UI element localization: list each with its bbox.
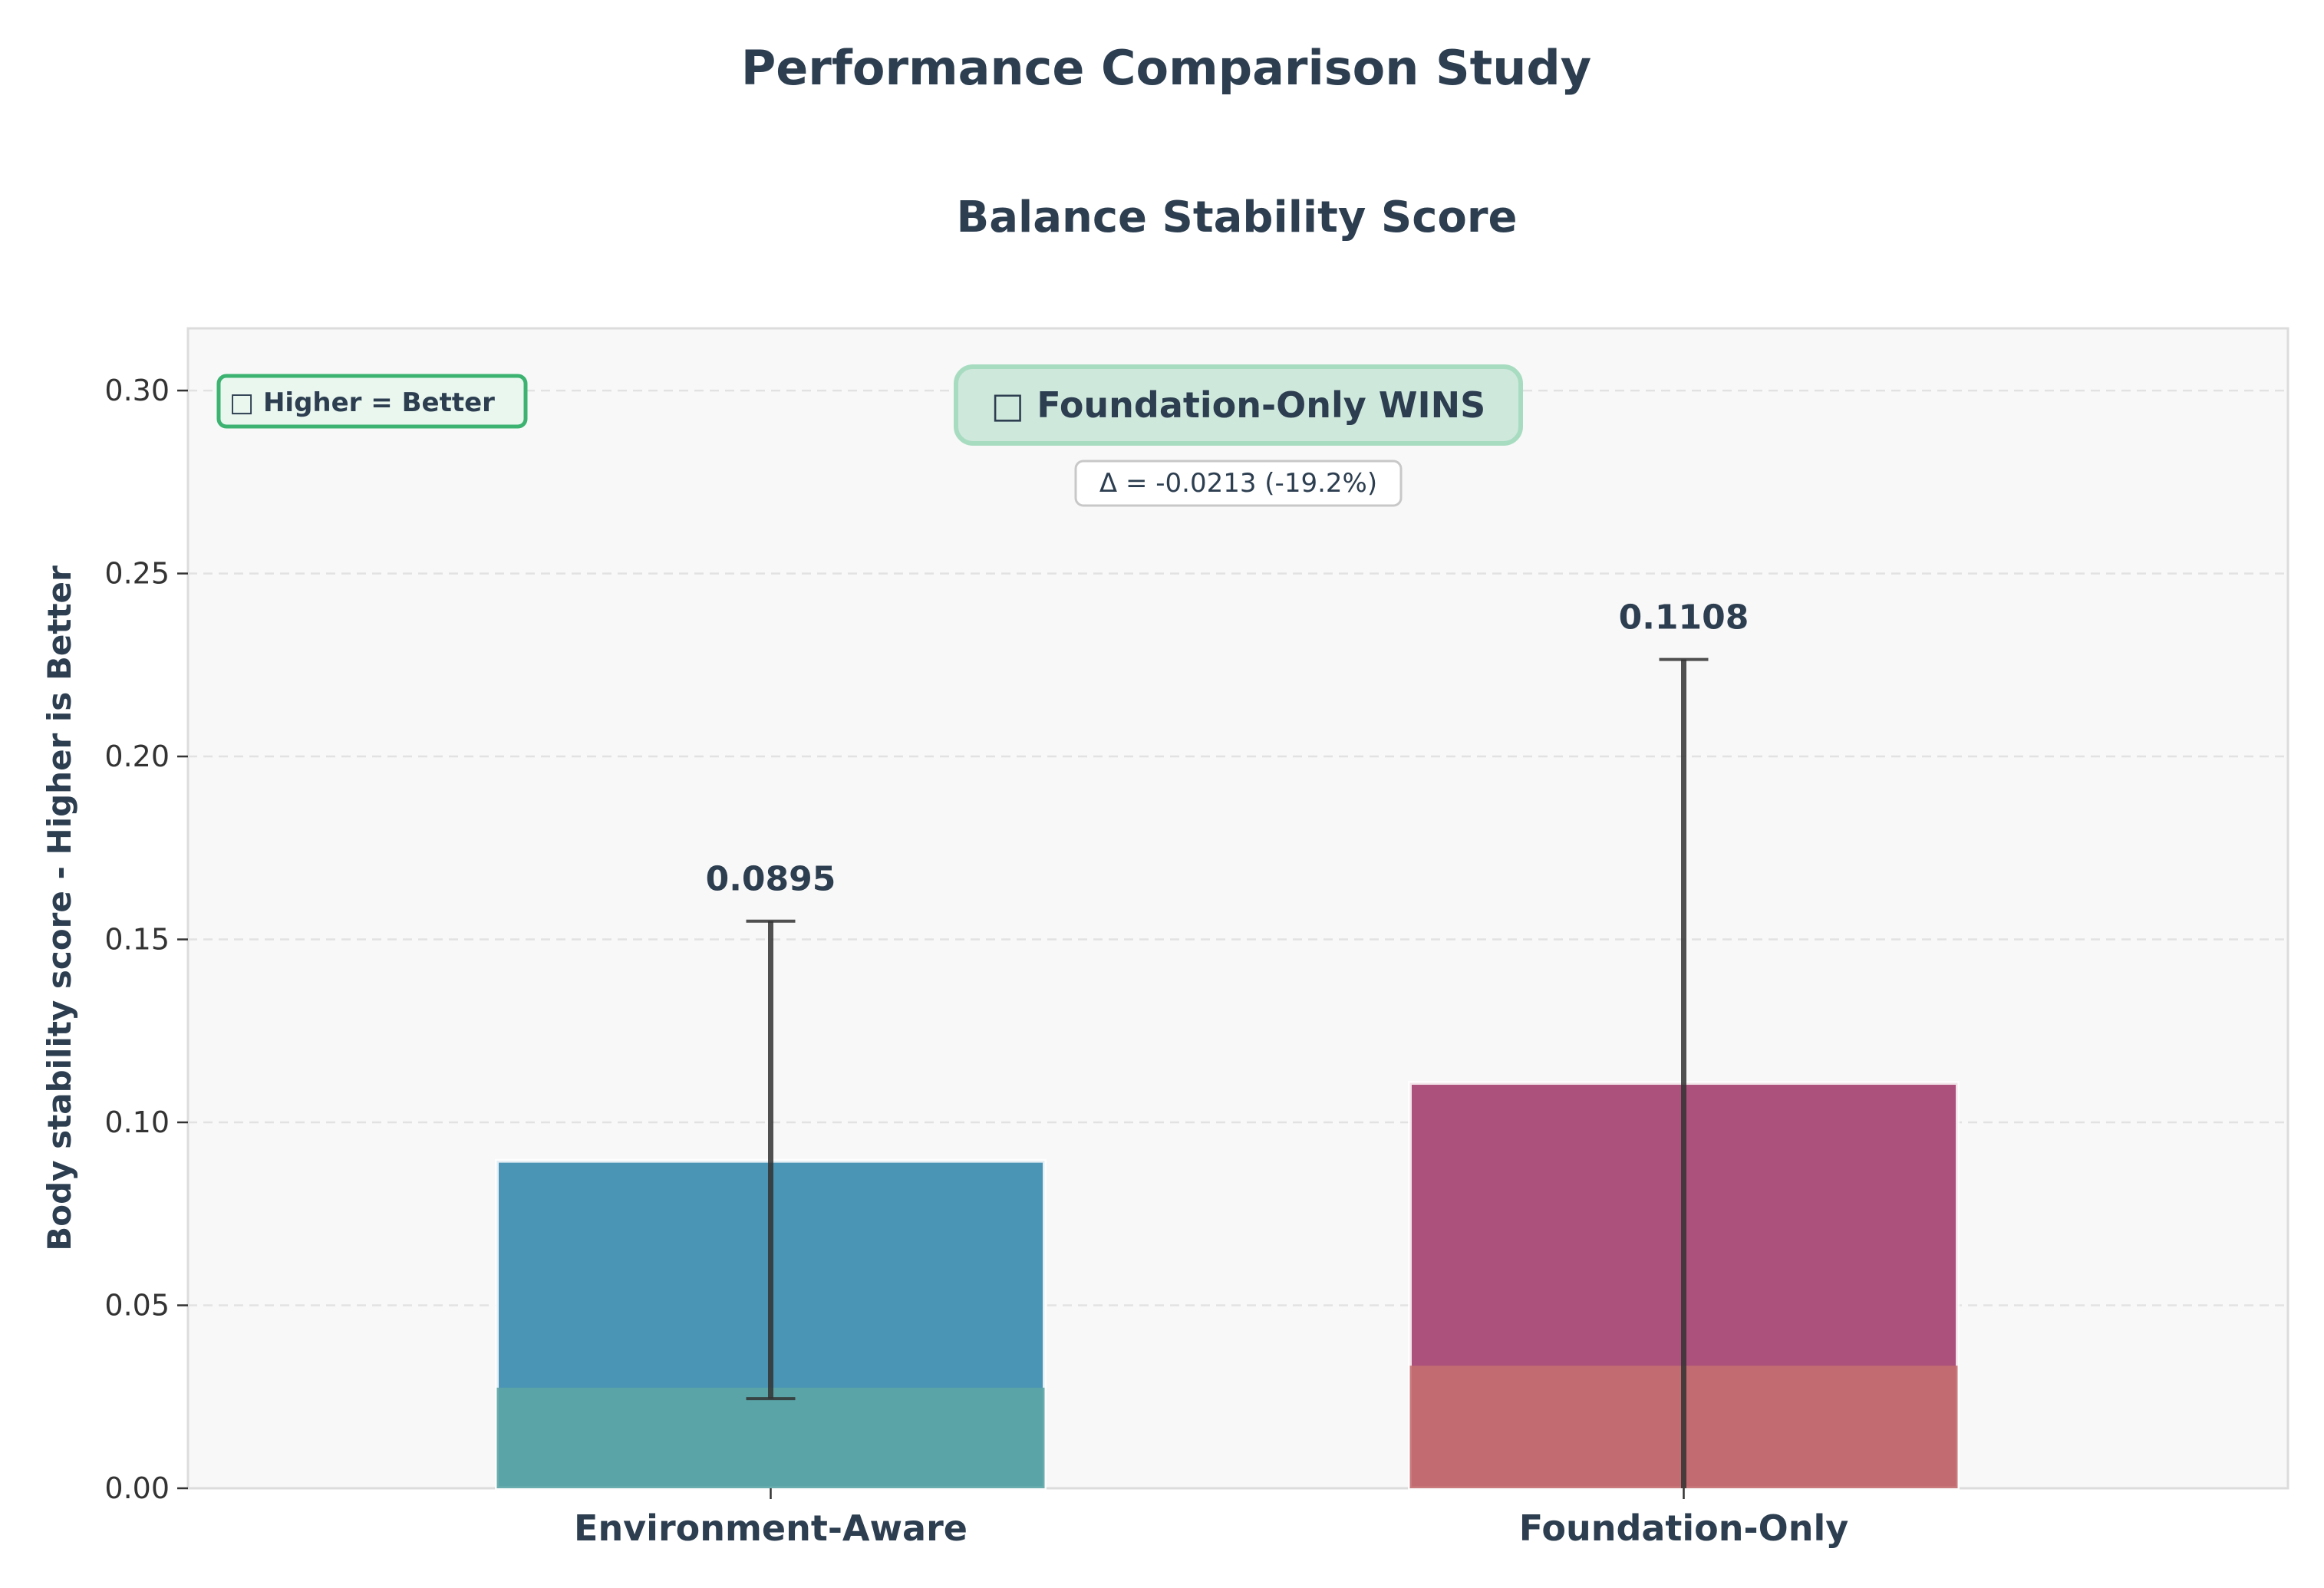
winner-callout: □ Foundation-Only WINS — [954, 364, 1523, 446]
hint-badge: □ Higher = Better — [216, 374, 528, 429]
chart-title: Balance Stability Score — [957, 193, 1518, 242]
winner-callout-box — [954, 364, 1523, 446]
bar-base-band — [496, 1387, 1045, 1488]
delta-callout: Δ = -0.0213 (-19.2%) — [1074, 460, 1403, 507]
value-label: 0.0895 — [706, 860, 836, 899]
delta-callout-text: Δ = -0.0213 (-19.2%) — [1099, 468, 1377, 499]
y-tick-label: 0.10 — [104, 1105, 170, 1139]
x-tick-label: Foundation-Only — [1519, 1507, 1848, 1549]
error-bars — [746, 657, 1709, 1488]
y-tick-label: 0.25 — [104, 557, 170, 591]
y-tick-label: 0.15 — [104, 923, 170, 957]
y-tick-label: 0.30 — [104, 374, 170, 407]
hint-badge-text: □ Higher = Better — [229, 387, 495, 418]
hint-badge-box — [216, 374, 528, 429]
x-tick-label: Environment-Aware — [574, 1507, 968, 1549]
y-tick-label: 0.00 — [104, 1471, 170, 1505]
y-axis-label: Body stability score - Higher is Better — [41, 565, 78, 1251]
x-axis-ticks: Environment-Aware Foundation-Only — [574, 1488, 1848, 1549]
value-label: 0.1108 — [1619, 598, 1749, 638]
y-tick-label: 0.05 — [104, 1289, 170, 1323]
y-axis-ticks: 0.00 0.05 0.10 0.15 0.20 0.25 0.30 — [104, 374, 188, 1505]
winner-callout-text: □ Foundation-Only WINS — [991, 384, 1485, 426]
y-tick-label: 0.20 — [104, 740, 170, 773]
delta-callout-box — [1074, 460, 1403, 507]
value-labels: 0.0895 0.1108 — [706, 598, 1749, 899]
figure-suptitle: Performance Comparison Study — [741, 40, 1591, 96]
